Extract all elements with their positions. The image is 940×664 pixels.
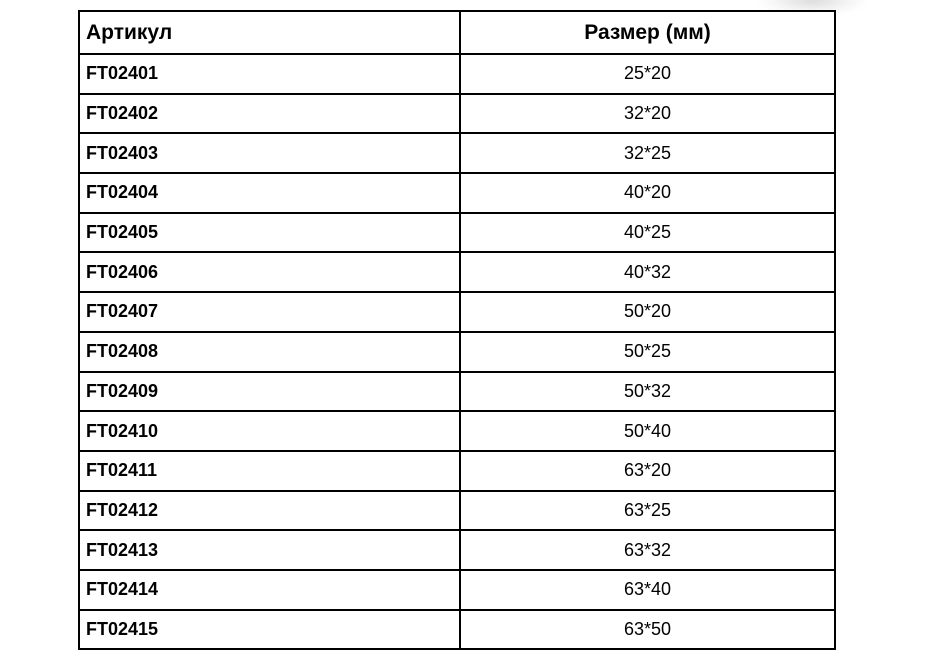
table-row: FT02410 50*40 [77, 410, 836, 452]
size-cell: 63*32 [459, 529, 836, 571]
size-cell: 50*40 [459, 410, 836, 452]
article-cell: FT02413 [77, 529, 462, 571]
size-cell: 63*40 [459, 568, 836, 611]
article-cell: FT02409 [77, 370, 462, 413]
size-cell: 32*25 [459, 132, 836, 175]
size-cell: 40*20 [459, 172, 836, 214]
size-cell: 32*20 [459, 92, 836, 135]
article-cell: FT02404 [77, 172, 462, 214]
article-cell: FT02406 [77, 251, 462, 294]
table-row: FT02401 25*20 [77, 53, 836, 95]
article-size-table: Артикул Размер (мм) FT02401 25*20 FT02402 3… [77, 10, 836, 651]
size-cell: 63*50 [459, 608, 836, 651]
size-cell: 63*25 [459, 489, 836, 532]
table-body: FT02401 25*20 FT02402 32*20 FT02403 32*25 FT02… [77, 53, 836, 651]
article-cell: FT02412 [77, 489, 462, 532]
table-row: FT02404 40*20 [77, 172, 836, 214]
article-cell: FT02403 [77, 132, 462, 175]
article-cell: FT02408 [77, 330, 462, 373]
table-row: FT02412 63*25 [77, 489, 836, 532]
article-cell: FT02401 [77, 53, 462, 95]
table-row: FT02406 40*32 [77, 251, 836, 294]
article-size-table-container: Артикул Размер (мм) FT02401 25*20 FT02402 3… [77, 10, 836, 651]
size-cell: 25*20 [459, 53, 836, 95]
size-cell: 50*32 [459, 370, 836, 413]
table-row: FT02405 40*25 [77, 211, 836, 254]
table-header: Артикул Размер (мм) [77, 10, 836, 55]
table-row: FT02411 63*20 [77, 449, 836, 492]
table-row: FT02409 50*32 [77, 370, 836, 413]
table-row: FT02413 63*32 [77, 529, 836, 571]
table-row: FT02414 63*40 [77, 568, 836, 611]
column-header-size: Размер (мм) [459, 10, 836, 55]
header-row: Артикул Размер (мм) [77, 10, 836, 55]
article-cell: FT02405 [77, 211, 462, 254]
article-cell: FT02402 [77, 92, 462, 135]
size-cell: 40*25 [459, 211, 836, 254]
article-cell: FT02407 [77, 291, 462, 333]
size-cell: 50*25 [459, 330, 836, 373]
table-row: FT02408 50*25 [77, 330, 836, 373]
article-cell: FT02415 [77, 608, 462, 651]
table-row: FT02402 32*20 [77, 92, 836, 135]
size-cell: 40*32 [459, 251, 836, 294]
article-cell: FT02411 [77, 449, 462, 492]
table-row: FT02403 32*25 [77, 132, 836, 175]
size-cell: 63*20 [459, 449, 836, 492]
table-row: FT02415 63*50 [77, 608, 836, 651]
column-header-article: Артикул [77, 10, 462, 55]
article-cell: FT02414 [77, 568, 462, 611]
size-cell: 50*20 [459, 291, 836, 333]
article-cell: FT02410 [77, 410, 462, 452]
table-row: FT02407 50*20 [77, 291, 836, 333]
